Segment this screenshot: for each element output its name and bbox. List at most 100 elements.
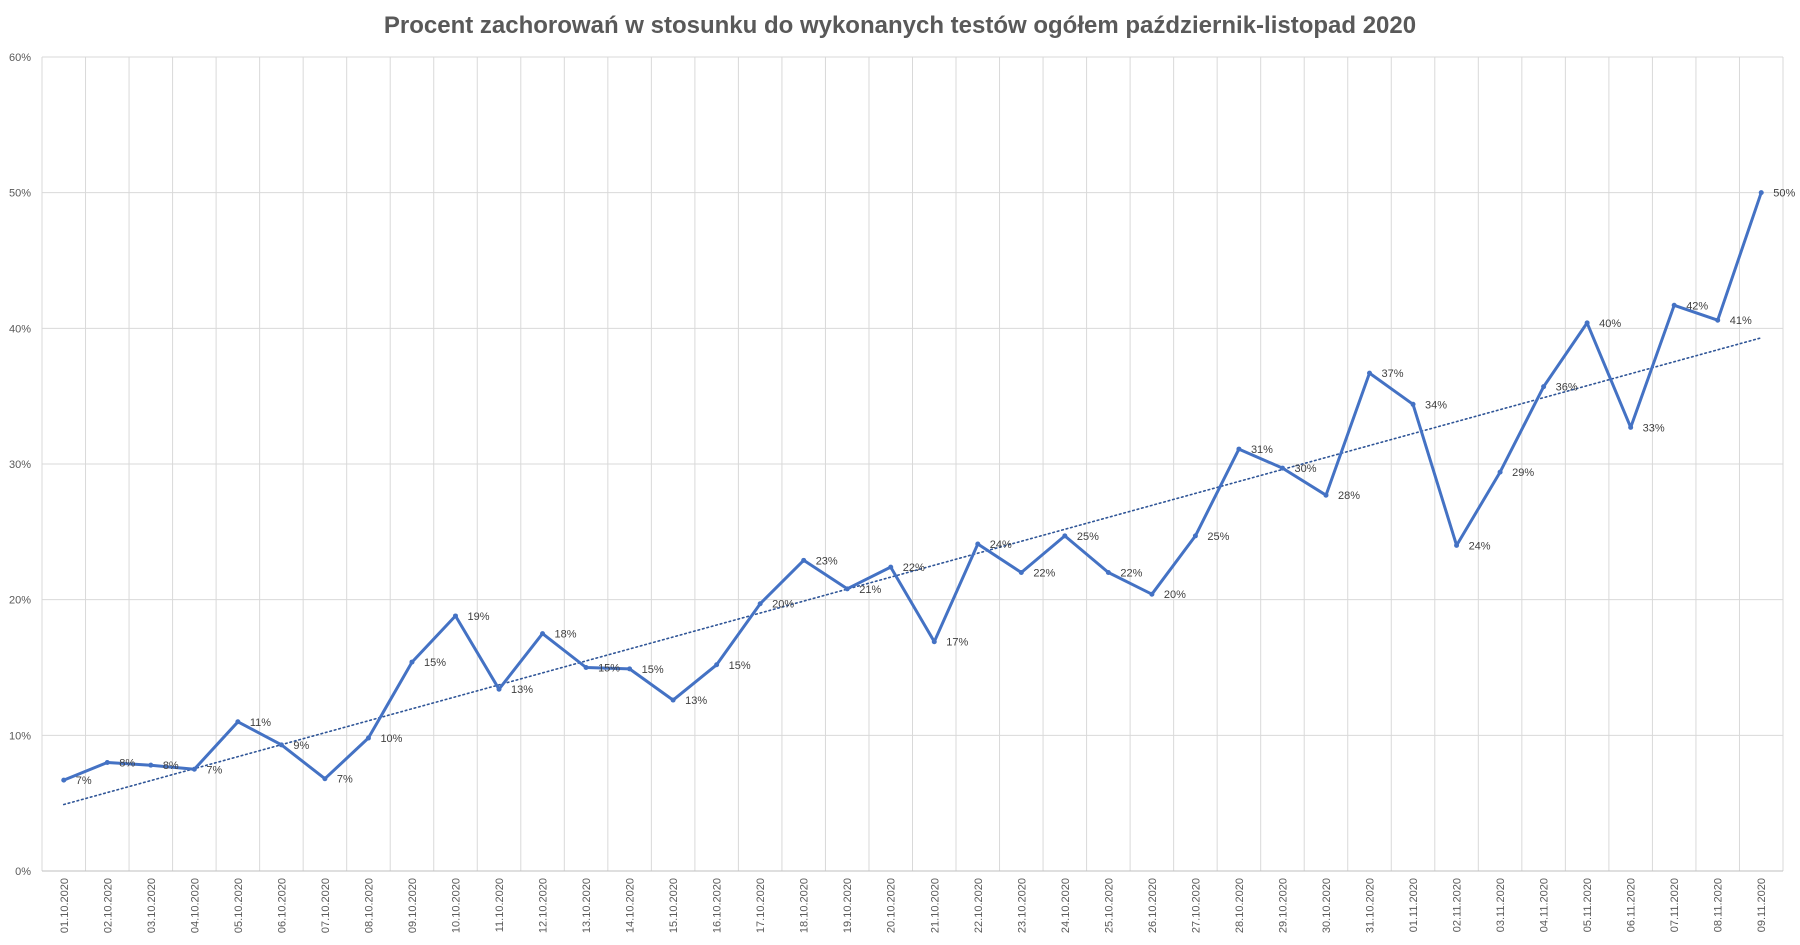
data-label: 25% [1077,531,1099,543]
x-tick-label: 27.10.2020 [1190,878,1202,933]
x-tick-label: 17.10.2020 [755,878,767,933]
y-tick-label: 30% [9,459,31,471]
data-label: 7% [337,774,353,786]
data-point [1279,465,1285,471]
x-tick-label: 31.10.2020 [1365,878,1377,933]
data-point [1454,542,1460,548]
x-tick-label: 28.10.2020 [1234,878,1246,933]
data-point [1367,370,1373,376]
data-label: 41% [1730,315,1752,327]
x-tick-label: 09.10.2020 [407,878,419,933]
y-tick-label: 40% [9,323,31,335]
x-tick-label: 04.10.2020 [189,878,201,933]
data-point [1410,401,1416,407]
data-label: 8% [163,760,179,772]
x-tick-label: 07.11.2020 [1669,878,1681,932]
data-point [1541,384,1547,390]
x-tick-label: 06.10.2020 [276,878,288,933]
data-label: 8% [119,757,135,769]
data-label: 9% [293,740,309,752]
data-point [235,719,241,725]
data-label: 33% [1643,422,1665,434]
x-tick-label: 02.10.2020 [102,878,114,933]
x-tick-label: 15.10.2020 [668,878,680,933]
x-tick-label: 25.10.2020 [1103,878,1115,933]
data-label: 22% [903,562,925,574]
data-label: 15% [729,660,751,672]
data-label: 11% [250,717,271,729]
data-point [1149,591,1155,597]
data-point [583,665,589,670]
data-label: 15% [424,657,446,669]
x-tick-label: 21.10.2020 [929,878,941,933]
data-label: 7% [76,775,92,787]
data-point [670,697,676,703]
x-tick-label: 29.10.2020 [1277,878,1289,933]
data-point [1758,190,1764,196]
data-label: 37% [1382,368,1404,380]
data-point [1105,570,1111,576]
data-label: 34% [1425,399,1447,411]
data-point [714,662,720,668]
x-tick-label: 01.11.2020 [1408,878,1420,932]
data-point [1062,533,1068,539]
data-point [757,601,763,607]
y-tick-label: 20% [9,595,31,607]
x-tick-label: 01.10.2020 [59,878,71,933]
series-line [62,191,1763,782]
data-point [801,557,807,563]
data-point [278,742,284,748]
data-point [1715,317,1721,323]
data-point [496,686,502,692]
x-tick-label: 07.10.2020 [320,878,332,933]
x-tick-label: 08.10.2020 [363,878,375,933]
data-point [191,766,197,772]
data-label: 31% [1251,444,1273,456]
data-point [409,659,415,665]
data-label: 50% [1773,188,1795,200]
data-point [1671,302,1677,308]
x-tick-label: 22.10.2020 [973,878,985,933]
data-point [322,776,328,782]
data-point [975,541,981,547]
data-label: 15% [598,663,620,675]
x-tick-label: 20.10.2020 [886,878,898,933]
data-label: 13% [685,695,707,707]
data-label: 29% [1512,467,1534,479]
data-label: 13% [511,684,533,696]
data-point [627,666,633,672]
data-label: 21% [859,584,881,596]
data-point [365,735,371,741]
data-point [1497,469,1503,475]
data-label: 24% [990,539,1012,551]
x-tick-label: 24.10.2020 [1060,878,1072,933]
data-point [61,777,67,783]
x-tick-label: 03.10.2020 [146,878,158,933]
x-tick-label: 05.11.2020 [1582,878,1594,932]
data-point [104,759,110,765]
data-label: 7% [206,764,222,776]
data-label: 19% [467,611,489,623]
x-tick-label: 19.10.2020 [842,878,854,933]
data-label: 10% [380,733,402,745]
x-tick-label: 11.10.2020 [494,878,506,932]
trend-line [62,337,1763,806]
chart-title: Procent zachorowań w stosunku do wykonan… [383,12,1417,39]
data-label: 17% [946,637,968,649]
data-label: 18% [555,629,577,641]
data-label: 20% [772,599,794,611]
x-tick-label: 06.11.2020 [1626,878,1638,932]
x-tick-label: 16.10.2020 [712,878,724,933]
data-label: 23% [816,555,838,567]
data-point [540,631,546,637]
x-tick-label: 05.10.2020 [233,878,245,933]
y-tick-label: 60% [9,52,31,64]
x-tick-label: 12.10.2020 [538,878,550,933]
data-label: 22% [1033,568,1055,580]
x-tick-label: 23.10.2020 [1016,878,1028,933]
x-tick-label: 03.11.2020 [1495,878,1507,932]
x-tick-label: 18.10.2020 [799,878,811,933]
x-tick-label: 10.10.2020 [450,878,462,933]
